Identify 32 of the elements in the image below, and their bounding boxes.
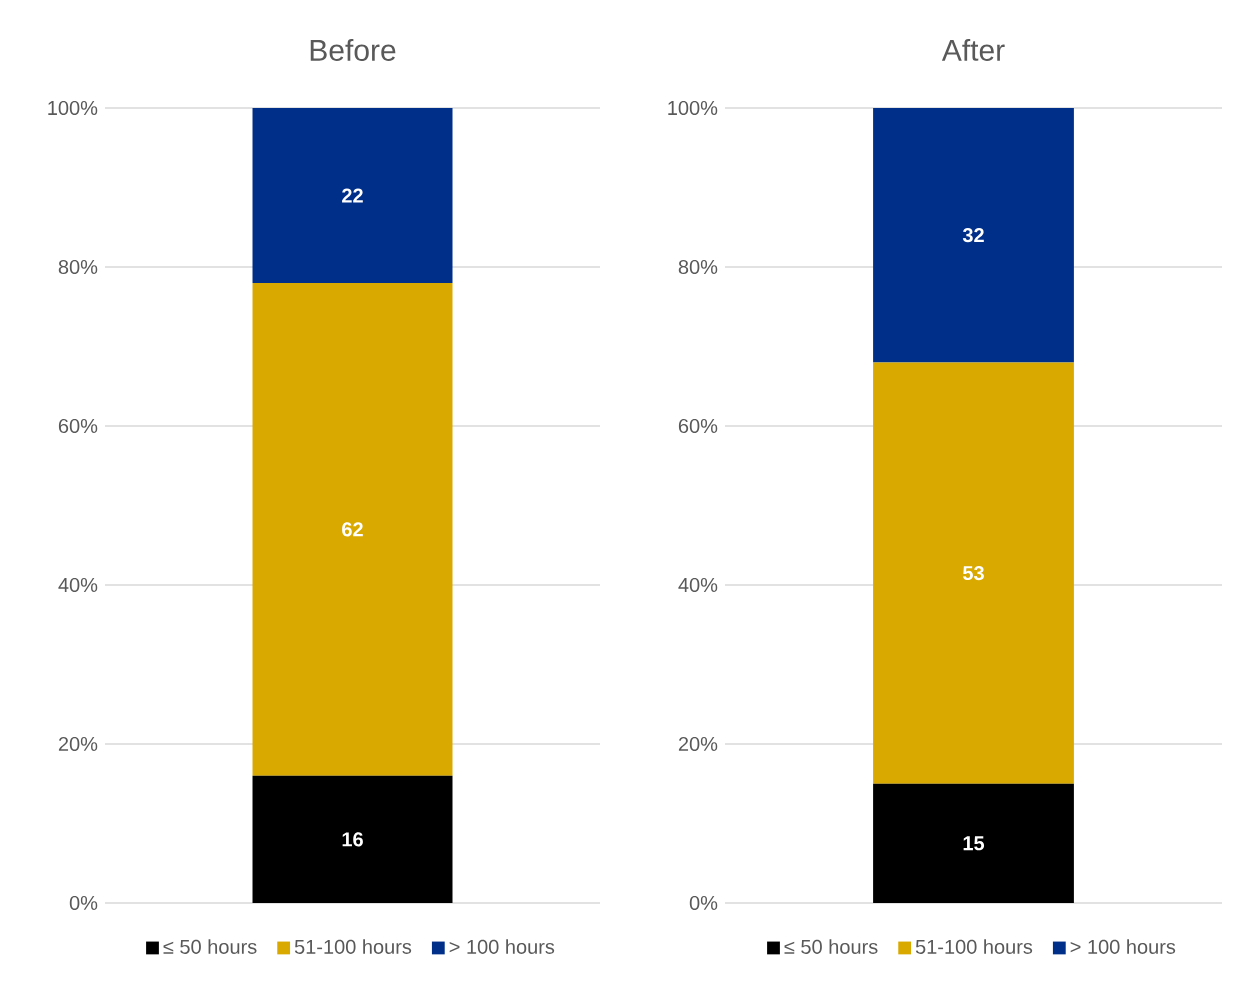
chart-title: Before — [310, 38, 396, 61]
data-label: 32 — [962, 228, 984, 243]
legend-label: 51-100 hours — [294, 939, 412, 954]
legend-label: 51-100 hours — [915, 939, 1033, 954]
legend-label: ≤ 50 hours — [784, 939, 878, 954]
legend-label: > 100 hours — [449, 939, 555, 954]
y-tick-label: 40% — [678, 577, 718, 593]
bar — [252, 775, 453, 903]
data-label: 62 — [342, 522, 363, 537]
chart-title: After — [941, 38, 1005, 61]
y-tick-label: 100% — [668, 100, 718, 116]
y-tick-label: 40% — [58, 577, 98, 593]
bar — [873, 783, 1074, 903]
bar — [873, 108, 1074, 363]
legend-label: ≤ 50 hours — [163, 939, 257, 954]
bar — [252, 282, 453, 776]
data-label: 53 — [963, 565, 984, 581]
y-tick-label: 20% — [58, 736, 98, 752]
y-tick-label: 80% — [58, 259, 98, 275]
y-tick-label: 60% — [678, 418, 718, 434]
bar — [873, 362, 1074, 784]
y-tick-label: 0% — [69, 895, 98, 911]
data-label: 16 — [342, 832, 363, 847]
bar — [252, 108, 453, 283]
y-tick-label: 20% — [678, 736, 718, 752]
data-label: 22 — [342, 188, 363, 203]
y-tick-label: 0% — [689, 895, 718, 911]
data-label: 15 — [963, 836, 985, 851]
y-tick-label: 80% — [678, 259, 718, 275]
legend-label: > 100 hours — [1070, 939, 1176, 954]
y-tick-label: 60% — [58, 418, 98, 434]
y-tick-label: 100% — [48, 100, 98, 116]
